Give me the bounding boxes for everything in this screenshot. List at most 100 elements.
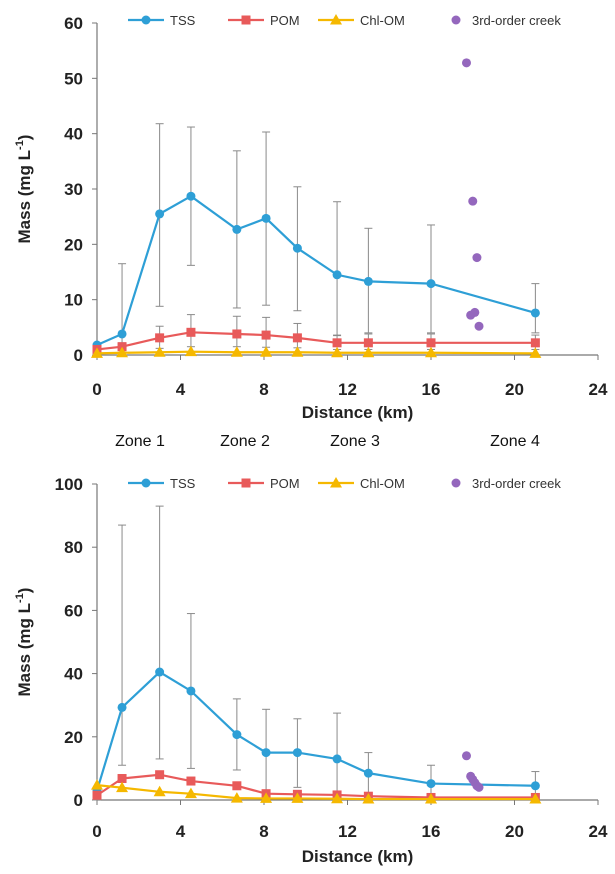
x-tick-label: 4 <box>176 822 186 841</box>
y-tick-label: 60 <box>64 601 83 620</box>
data-point <box>232 730 242 740</box>
x-tick-label: 24 <box>589 380 608 399</box>
data-point <box>332 338 342 348</box>
data-point <box>186 191 196 201</box>
data-point <box>332 754 342 764</box>
data-point <box>530 308 540 318</box>
legend: TSS POM Chl-OM 3rd-order creek <box>128 476 561 491</box>
chart-1: 0 10 20 30 40 50 60 0 4 8 12 16 20 24 Distance (km) Mas… <box>14 13 608 422</box>
y-axis-title-main: Mass (mg L <box>15 150 34 244</box>
data-point <box>155 667 165 677</box>
legend-marker <box>451 478 461 488</box>
y-axis-title-sup: -1 <box>14 140 26 150</box>
data-point <box>529 347 542 358</box>
data-point <box>474 321 484 331</box>
data-point <box>186 776 196 786</box>
y-tick-label: 100 <box>55 475 83 494</box>
zone-labels: Zone 1 Zone 2 Zone 3 Zone 4 <box>115 433 540 450</box>
data-point <box>184 345 197 357</box>
y-tick-label: 50 <box>64 69 83 88</box>
data-point <box>117 702 127 712</box>
data-point <box>260 792 273 803</box>
data-point <box>230 792 243 803</box>
data-point <box>292 333 302 343</box>
data-point <box>331 346 344 358</box>
x-tick-label: 20 <box>505 380 524 399</box>
data-point <box>363 768 373 778</box>
data-point <box>426 779 436 789</box>
data-point <box>425 793 437 804</box>
x-tick-label: 16 <box>422 822 441 841</box>
data-point <box>153 785 166 797</box>
data-point <box>92 790 102 800</box>
data-point <box>261 213 271 223</box>
x-tick-label: 8 <box>259 822 268 841</box>
x-tick-label: 20 <box>505 822 524 841</box>
legend: TSS POM Chl-OM 3rd-order creek <box>128 13 561 28</box>
data-point <box>470 307 480 317</box>
legend-label: Chl-OM <box>360 476 405 491</box>
x-tick-label: 0 <box>92 822 101 841</box>
y-tick-label: 20 <box>64 728 83 747</box>
legend-marker <box>451 15 461 25</box>
data-point <box>186 686 196 696</box>
y-tick-label: 20 <box>64 235 83 254</box>
zone-label-1: Zone 1 <box>115 433 165 450</box>
series-chl-om <box>91 345 542 358</box>
x-tick-label: 16 <box>422 380 441 399</box>
data-point <box>117 342 127 352</box>
zone-label-3: Zone 3 <box>330 433 380 450</box>
y-tick-label: 80 <box>64 538 83 557</box>
data-point <box>260 346 273 357</box>
data-point <box>117 329 127 339</box>
data-point <box>292 243 302 253</box>
series-3rd-order-creek <box>461 58 484 331</box>
legend-marker <box>141 15 151 25</box>
legend-marker <box>141 478 151 488</box>
legend-label: TSS <box>170 13 196 28</box>
x-tick-label: 0 <box>92 380 101 399</box>
y-axis-title-main: Mass (mg L <box>15 603 34 697</box>
y-tick-label: 10 <box>64 291 83 310</box>
legend-label: POM <box>270 13 300 28</box>
data-point <box>332 270 342 280</box>
y-axis-title-close: ) <box>15 135 34 141</box>
series-line <box>96 194 536 347</box>
y-axis-title-close: ) <box>15 588 34 594</box>
data-point <box>468 196 478 206</box>
data-point <box>184 787 197 799</box>
data-point <box>232 781 242 791</box>
data-point <box>472 253 482 263</box>
data-point <box>155 770 165 780</box>
zone-label-2: Zone 2 <box>220 433 270 450</box>
data-point <box>186 327 196 337</box>
legend-marker <box>241 15 251 25</box>
data-point <box>261 748 271 758</box>
data-point <box>530 781 540 791</box>
data-point <box>155 209 165 219</box>
legend-marker <box>330 14 342 25</box>
y-tick-label: 40 <box>64 665 83 684</box>
data-point <box>426 279 436 289</box>
data-point <box>155 333 165 343</box>
zone-label-4: Zone 4 <box>490 433 540 450</box>
legend-label: POM <box>270 476 300 491</box>
x-axis-title: Distance (km) <box>302 403 413 422</box>
x-tick-label: 24 <box>589 822 608 841</box>
legend-label: Chl-OM <box>360 13 405 28</box>
data-point <box>116 346 129 358</box>
y-tick-label: 30 <box>64 180 83 199</box>
data-point <box>153 346 166 357</box>
data-point <box>461 751 471 761</box>
data-point <box>363 338 373 348</box>
x-tick-label: 12 <box>338 822 357 841</box>
chart-2: 0 20 40 60 80 100 0 4 8 12 16 20 24 Distance (km) Mass… <box>14 475 608 866</box>
data-point <box>474 782 484 792</box>
data-point <box>232 224 242 234</box>
data-point <box>530 338 540 348</box>
data-point <box>91 347 103 358</box>
y-tick-label: 0 <box>74 346 83 365</box>
y-axis-title-sup: -1 <box>14 593 26 603</box>
data-point <box>230 346 243 357</box>
data-point <box>291 346 304 357</box>
